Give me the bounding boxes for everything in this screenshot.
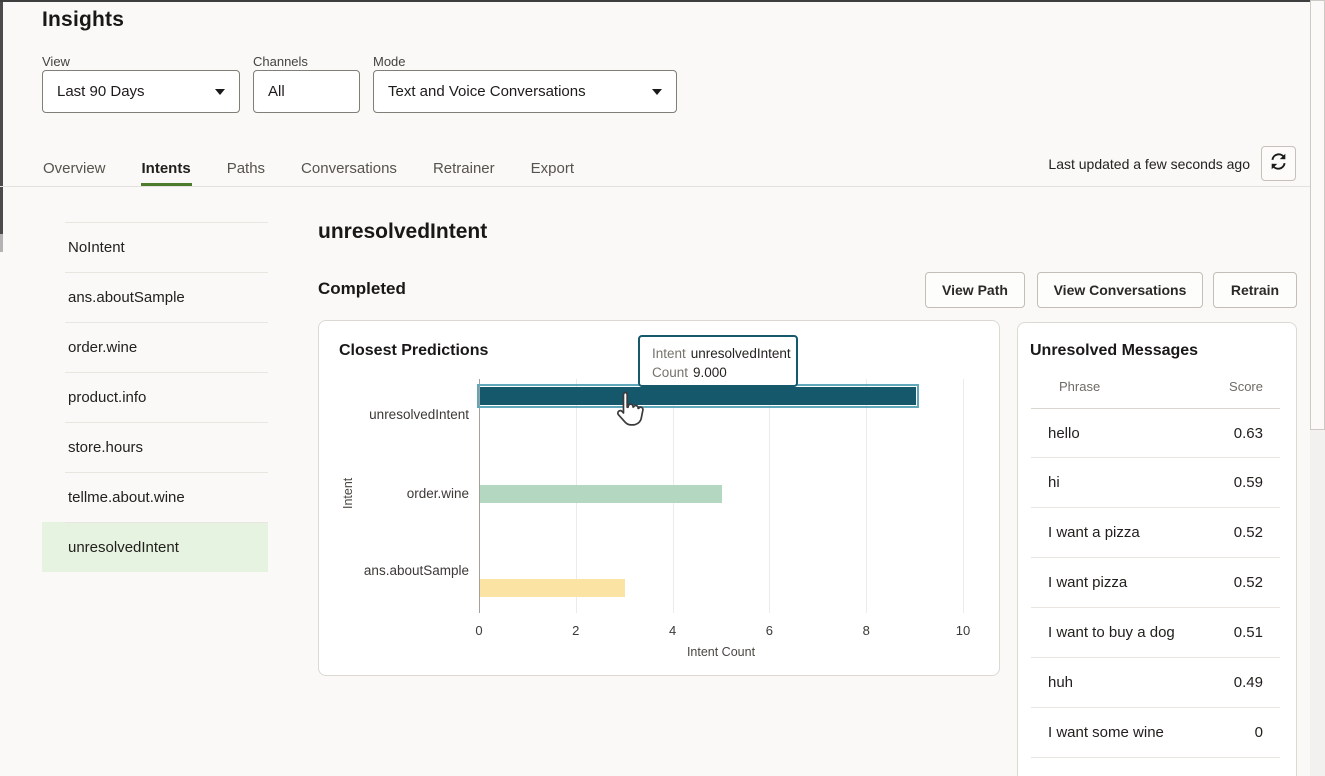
message-phrase: I want to buy a dog <box>1048 624 1175 641</box>
view-path-button[interactable]: View Path <box>925 272 1025 308</box>
chart-x-tick-label: 2 <box>572 623 580 638</box>
intent-list: NoIntent ans.aboutSample order.wine product… <box>42 222 268 572</box>
message-row: I want some wine 0 <box>1031 708 1280 758</box>
last-updated-text: Last updated a few seconds ago <box>1048 156 1250 172</box>
tab-item[interactable]: Paths <box>226 159 266 177</box>
intent-detail-title: unresolvedIntent <box>318 220 488 243</box>
closest-predictions-card: Closest Predictions unresolvedIntent orde… <box>318 320 1000 676</box>
messages-table-body: hello 0.63 hi 0.59 I want a pizza 0.52 I… <box>1031 408 1280 758</box>
chart-x-tick-label: 10 <box>955 623 971 638</box>
message-phrase: huh <box>1048 674 1074 691</box>
message-score: 0.49 <box>1233 674 1263 691</box>
message-phrase: I want some wine <box>1048 724 1164 741</box>
chart-y-axis-title: Intent <box>341 477 355 509</box>
refresh-icon <box>1269 152 1288 176</box>
message-row: I want pizza 0.52 <box>1031 558 1280 608</box>
chart-x-tick-label: 6 <box>765 623 773 638</box>
intent-list-item[interactable]: NoIntent <box>42 222 268 272</box>
bar-chart-plot: unresolvedIntent order.wine ans.aboutSampl… <box>364 379 970 638</box>
chart-x-axis-title: Intent Count <box>686 645 756 659</box>
message-score: 0.63 <box>1233 424 1263 442</box>
view-conversations-button[interactable]: View Conversations <box>1037 272 1203 308</box>
message-score: 0 <box>1254 724 1263 741</box>
message-phrase: I want a pizza <box>1048 524 1140 541</box>
score-column-header: Score <box>1229 379 1263 394</box>
chart-bar[interactable] <box>480 485 722 503</box>
chart-title: Closest Predictions <box>339 342 489 359</box>
message-score: 0.52 <box>1233 524 1263 541</box>
message-score: 0.59 <box>1233 474 1263 491</box>
window-left-edge-lower <box>0 234 3 252</box>
mode-filter-select[interactable]: Text and Voice Conversations <box>373 70 677 113</box>
intent-list-item[interactable]: ans.aboutSample <box>42 272 268 322</box>
chart-bar[interactable] <box>480 579 626 597</box>
chart-x-tick-label: 4 <box>668 623 677 638</box>
chart-y-axis-line <box>479 379 480 613</box>
message-phrase: hi <box>1048 474 1060 491</box>
intent-list-item[interactable]: product.info <box>42 372 268 422</box>
message-phrase: hello <box>1048 424 1080 442</box>
window-top-edge <box>0 0 1325 2</box>
chevron-down-icon <box>215 88 225 95</box>
phrase-column-header: Phrase <box>1059 379 1101 394</box>
page-scrollbar-track[interactable] <box>1310 0 1325 776</box>
tab-item[interactable]: Conversations <box>301 159 397 177</box>
hand-cursor-icon <box>612 390 646 435</box>
intent-list-item[interactable]: store.hours <box>42 422 268 472</box>
chart-category-label: ans.aboutSample <box>363 563 469 578</box>
chart-category-label: order.wine <box>406 486 469 501</box>
view-filter-value: Last 90 Days <box>57 83 145 100</box>
intent-list-item[interactable]: order.wine <box>42 322 268 372</box>
tab-bar-divider <box>0 186 1310 187</box>
chart-gridline <box>769 379 771 613</box>
intent-list-item[interactable]: unresolvedIntent <box>42 522 268 572</box>
tooltip-count-label: Count <box>652 365 689 380</box>
view-filter-select[interactable]: Last 90 Days <box>42 70 240 113</box>
tab-bar: Overview Intents Paths Conversations Retrain… <box>42 150 575 187</box>
mode-filter-value: Text and Voice Conversations <box>388 83 586 100</box>
chart-category-label: unresolvedIntent <box>369 407 469 422</box>
tab-item[interactable]: Intents <box>140 150 192 187</box>
intent-status-heading: Completed <box>318 279 406 298</box>
channels-filter-input[interactable]: All <box>253 70 360 113</box>
channels-filter-label: Channels <box>253 54 308 69</box>
message-row: hi 0.59 <box>1031 458 1280 508</box>
page-title: Insights <box>42 8 125 31</box>
message-row: I want a pizza 0.52 <box>1031 508 1280 558</box>
messages-title: Unresolved Messages <box>1030 342 1199 359</box>
tab-item[interactable]: Export <box>530 159 574 177</box>
tooltip-intent-label: Intent <box>652 346 686 361</box>
chart-gridline <box>866 379 868 613</box>
message-score: 0.52 <box>1233 574 1263 591</box>
message-row: huh 0.49 <box>1031 658 1280 708</box>
channels-filter-value: All <box>268 83 285 100</box>
view-filter-label: View <box>42 54 70 69</box>
unresolved-messages-card: Unresolved Messages Phrase Score hello 0… <box>1017 322 1297 776</box>
chart-bar[interactable] <box>477 384 919 408</box>
retrain-button[interactable]: Retrain <box>1213 272 1297 308</box>
chart-tooltip: Intent unresolvedIntent Count 9.000 <box>638 335 798 387</box>
page-scrollbar-thumb[interactable] <box>1310 0 1325 430</box>
message-row: hello 0.63 <box>1031 408 1280 458</box>
chart-x-tick-label: 0 <box>475 623 483 638</box>
refresh-button[interactable] <box>1261 146 1296 181</box>
window-left-edge <box>0 2 3 234</box>
chart-gridline <box>963 379 964 613</box>
tooltip-intent-value: unresolvedIntent <box>690 346 791 361</box>
mode-filter-label: Mode <box>373 54 406 69</box>
tab-item[interactable]: Overview <box>43 159 106 177</box>
messages-table-header: Phrase Score <box>1059 379 1263 394</box>
tab-item[interactable]: Retrainer <box>432 159 495 177</box>
chevron-down-icon <box>652 88 662 95</box>
chart-x-tick-label: 8 <box>862 623 870 638</box>
message-row: I want to buy a dog 0.51 <box>1031 608 1280 658</box>
message-score: 0.51 <box>1233 624 1263 641</box>
message-phrase: I want pizza <box>1048 574 1128 591</box>
intent-list-item[interactable]: tellme.about.wine <box>42 472 268 522</box>
tooltip-count-value: 9.000 <box>693 365 727 380</box>
